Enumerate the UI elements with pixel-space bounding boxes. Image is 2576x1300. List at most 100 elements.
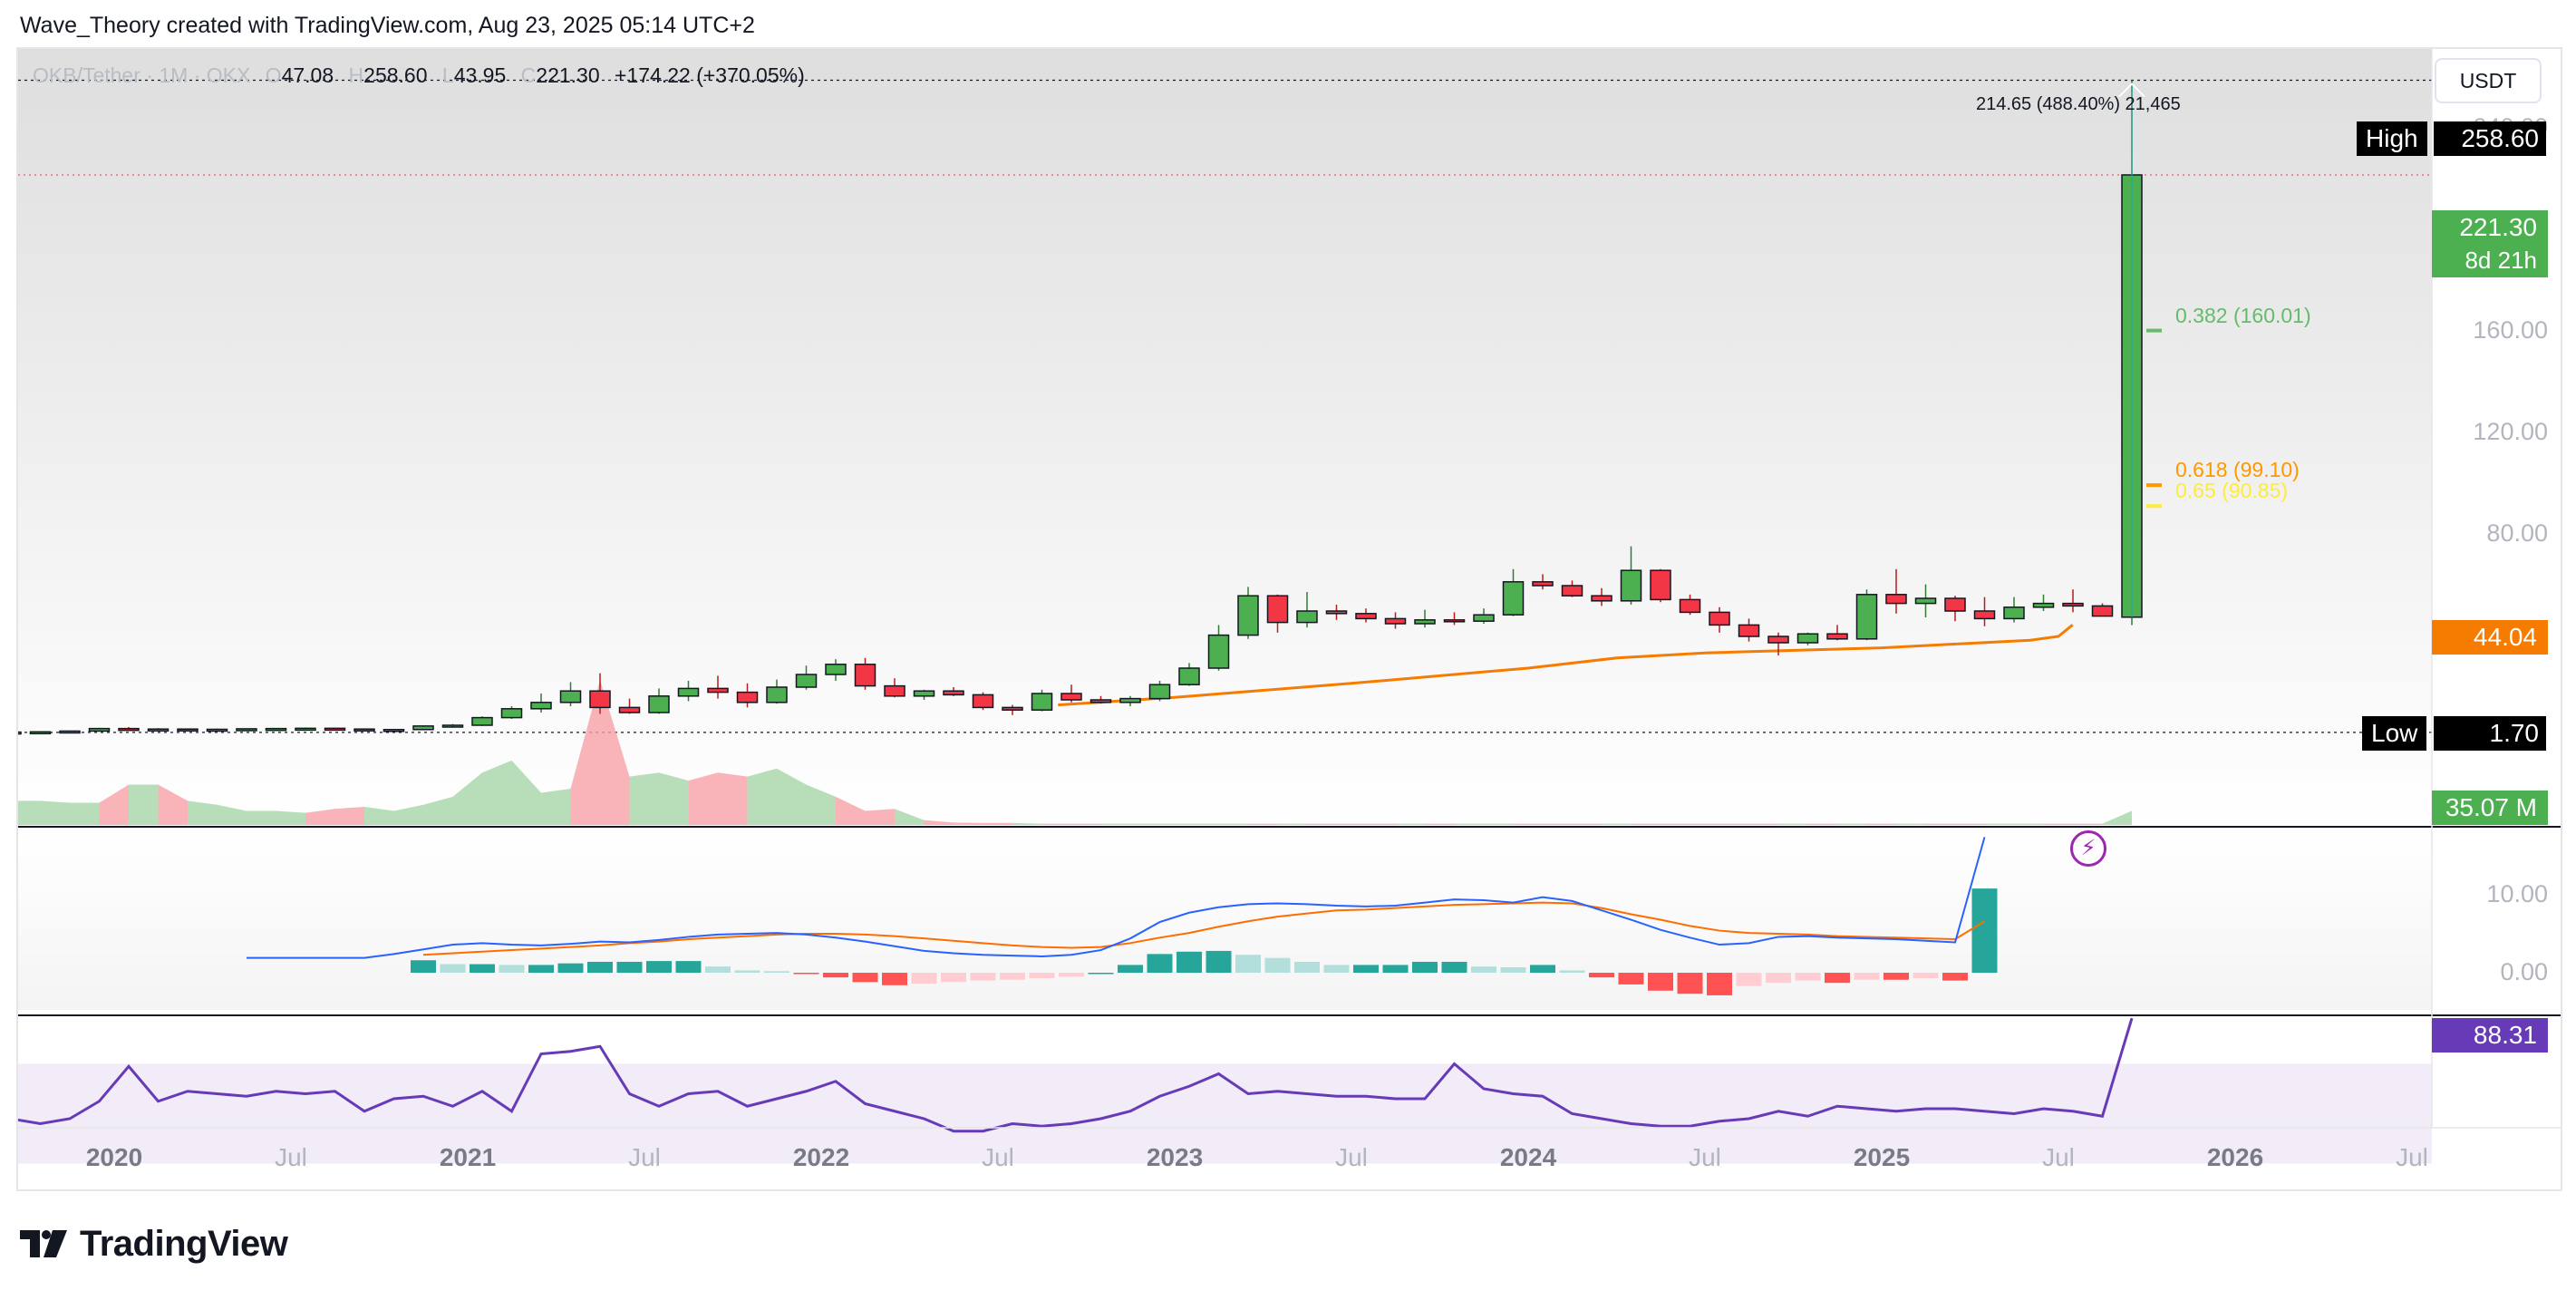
- macd-histogram-bar: [1147, 954, 1173, 973]
- macd-histogram-bar: [587, 961, 613, 973]
- candle: [1796, 632, 1819, 645]
- candle: [1650, 568, 1671, 603]
- macd-histogram-bar: [911, 973, 937, 985]
- volume-area-segment: [1661, 823, 1690, 825]
- candle-body: [618, 706, 641, 713]
- candle: [1767, 632, 1789, 655]
- candle: [1031, 689, 1053, 712]
- candle-body: [177, 728, 199, 732]
- fib-label: 0.618 (99.10): [2175, 458, 2300, 482]
- tradingview-logo: TradingView: [20, 1222, 288, 1266]
- macd-signal-line: [422, 901, 1986, 956]
- volume-value-label: 35.07 M: [2432, 791, 2548, 825]
- volume-area-segment: [688, 772, 718, 825]
- candle: [1620, 546, 1642, 605]
- candle: [1207, 625, 1230, 671]
- candle-body: [1002, 706, 1023, 711]
- volume-area-segment: [2014, 823, 2044, 825]
- volume-area-segment: [1866, 823, 1896, 825]
- candle-body: [441, 724, 464, 728]
- candle: [412, 725, 434, 731]
- volume-area-segment: [541, 789, 571, 825]
- candle: [2003, 597, 2025, 623]
- volume-area-segment: [2073, 823, 2103, 825]
- candle-body: [383, 729, 405, 732]
- macd-histogram-bar: [1235, 955, 1261, 973]
- candle-body: [913, 690, 935, 697]
- candle: [88, 727, 111, 732]
- volume-area-segment: [924, 820, 954, 825]
- volume-area-segment: [40, 800, 70, 825]
- volume-area-segment: [570, 680, 600, 825]
- volume-area-segment: [865, 809, 895, 825]
- candle-body: [412, 725, 434, 731]
- candle: [1738, 618, 1760, 642]
- volume-area-segment: [423, 796, 453, 825]
- volume-area-segment: [1572, 823, 1602, 825]
- volume-area-segment: [895, 809, 925, 825]
- candle-body: [1031, 693, 1053, 711]
- volume-area-segment: [70, 802, 100, 825]
- candle-body: [1414, 619, 1436, 625]
- lightning-event-icon[interactable]: ⚡: [2070, 830, 2106, 867]
- candle: [1914, 584, 1937, 617]
- macd-histogram-bar: [1707, 973, 1732, 995]
- candle-body: [1914, 597, 1937, 605]
- candle-body: [648, 695, 670, 713]
- macd-pane-background: [18, 829, 2432, 1010]
- candle-body: [1384, 617, 1407, 625]
- volume-area-segment: [1366, 823, 1396, 825]
- time-axis-tick: 2022: [792, 1143, 850, 1171]
- candle: [1679, 594, 1701, 616]
- time-axis-tick: 2020: [85, 1143, 143, 1171]
- time-axis-tick: Jul: [275, 1143, 307, 1171]
- symbol-title[interactable]: OKB/Tether · 1M · OKX: [33, 63, 251, 87]
- candle: [471, 716, 493, 726]
- candle-body: [736, 691, 759, 703]
- macd-histogram-bar: [1766, 973, 1791, 984]
- volume-area-segment: [1602, 823, 1632, 825]
- candle: [677, 681, 700, 702]
- candle: [618, 698, 641, 714]
- macd-histogram-bar: [1000, 973, 1025, 980]
- macd-histogram-bar: [1353, 965, 1379, 973]
- chart-canvas[interactable]: [18, 49, 2561, 1189]
- volume-area-segment: [305, 809, 335, 825]
- candle: [1561, 580, 1583, 597]
- candle: [295, 727, 316, 732]
- currency-button[interactable]: USDT: [2435, 58, 2542, 103]
- volume-area-segment: [806, 784, 836, 825]
- macd-histogram-bar: [1118, 965, 1143, 973]
- candle-body: [471, 716, 493, 726]
- macd-histogram-bar: [1677, 973, 1703, 994]
- time-axis-tick: 2023: [1146, 1143, 1204, 1171]
- volume-area-segment: [1896, 823, 1926, 825]
- candle-body: [559, 690, 582, 703]
- candle: [206, 728, 228, 732]
- volume-area-segment: [99, 784, 129, 825]
- candle: [177, 728, 199, 732]
- volume-area-segment: [1071, 823, 1101, 825]
- candle: [943, 687, 964, 696]
- candle-body: [265, 727, 287, 732]
- candle: [1002, 704, 1023, 715]
- macd-histogram-bar: [1559, 970, 1585, 973]
- volume-area-segment: [718, 772, 748, 825]
- volume-area-segment: [482, 760, 512, 825]
- volume-area-segment: [954, 822, 983, 825]
- price-axis-tick: 160.00: [2473, 315, 2548, 344]
- candle-body: [1060, 693, 1082, 701]
- volume-area-segment: [1189, 823, 1219, 825]
- candle: [972, 692, 994, 711]
- macd-histogram-bar: [882, 973, 907, 985]
- rsi-line: [18, 1017, 2134, 1133]
- volume-area-segment: [1719, 823, 1749, 825]
- volume-area-segment: [1925, 823, 1955, 825]
- candle: [1973, 597, 1996, 626]
- time-axis-tick: 2025: [1853, 1143, 1911, 1171]
- volume-area-segment: [158, 784, 188, 825]
- chart-frame[interactable]: OKB/Tether · 1M · OKX O47.08 H258.60 L43…: [16, 47, 2562, 1191]
- volume-area-segment: [747, 768, 777, 825]
- candle: [1296, 592, 1318, 628]
- macd-histogram-bar: [705, 966, 731, 973]
